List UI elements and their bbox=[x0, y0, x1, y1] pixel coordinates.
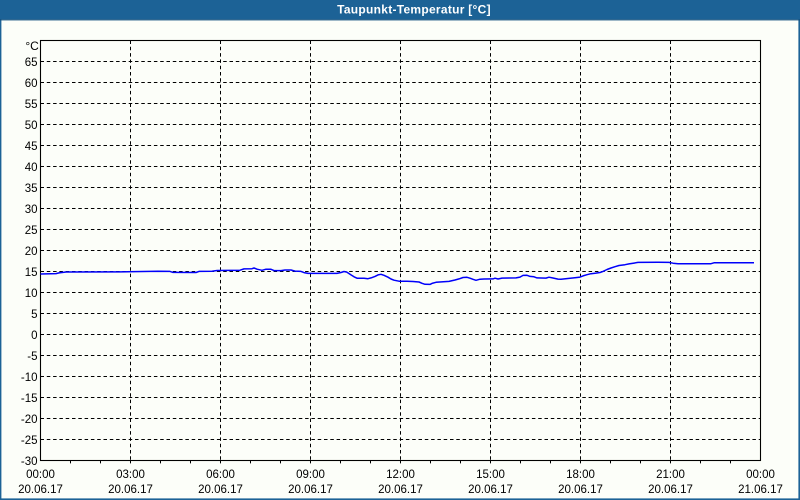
svg-text:20.06.17: 20.06.17 bbox=[288, 484, 333, 496]
svg-text:06:00: 06:00 bbox=[206, 469, 235, 481]
svg-text:-15: -15 bbox=[21, 393, 38, 405]
svg-text:21.06.17: 21.06.17 bbox=[738, 484, 783, 496]
svg-text:20.06.17: 20.06.17 bbox=[378, 484, 423, 496]
svg-text:20: 20 bbox=[25, 246, 38, 258]
svg-text:40: 40 bbox=[25, 162, 38, 174]
svg-text:25: 25 bbox=[25, 225, 38, 237]
svg-text:50: 50 bbox=[25, 120, 38, 132]
svg-text:35: 35 bbox=[25, 183, 38, 195]
svg-text:20.06.17: 20.06.17 bbox=[108, 484, 153, 496]
svg-text:20.06.17: 20.06.17 bbox=[198, 484, 243, 496]
svg-text:-30: -30 bbox=[21, 456, 38, 468]
svg-text:°C: °C bbox=[25, 39, 39, 53]
svg-text:0: 0 bbox=[31, 330, 37, 342]
svg-text:60: 60 bbox=[25, 78, 38, 90]
svg-text:20.06.17: 20.06.17 bbox=[468, 484, 513, 496]
svg-text:09:00: 09:00 bbox=[296, 469, 325, 481]
svg-text:Taupunkt-Temperatur [°C]: Taupunkt-Temperatur [°C] bbox=[337, 3, 491, 17]
svg-text:45: 45 bbox=[25, 141, 38, 153]
svg-text:20.06.17: 20.06.17 bbox=[558, 484, 603, 496]
svg-text:20.06.17: 20.06.17 bbox=[18, 484, 63, 496]
svg-text:15: 15 bbox=[25, 267, 38, 279]
svg-text:65: 65 bbox=[25, 57, 38, 69]
svg-text:10: 10 bbox=[25, 288, 38, 300]
svg-text:-10: -10 bbox=[21, 372, 38, 384]
svg-text:03:00: 03:00 bbox=[116, 469, 145, 481]
svg-text:18:00: 18:00 bbox=[566, 469, 595, 481]
svg-text:-5: -5 bbox=[27, 351, 37, 363]
svg-text:21:00: 21:00 bbox=[656, 469, 685, 481]
svg-text:55: 55 bbox=[25, 99, 38, 111]
svg-text:15:00: 15:00 bbox=[476, 469, 505, 481]
svg-text:12:00: 12:00 bbox=[386, 469, 415, 481]
svg-text:20.06.17: 20.06.17 bbox=[648, 484, 693, 496]
svg-text:-20: -20 bbox=[21, 414, 38, 426]
svg-text:30: 30 bbox=[25, 204, 38, 216]
svg-text:00:00: 00:00 bbox=[26, 469, 55, 481]
svg-text:5: 5 bbox=[31, 309, 37, 321]
svg-text:-25: -25 bbox=[21, 435, 38, 447]
svg-text:00:00: 00:00 bbox=[746, 469, 775, 481]
